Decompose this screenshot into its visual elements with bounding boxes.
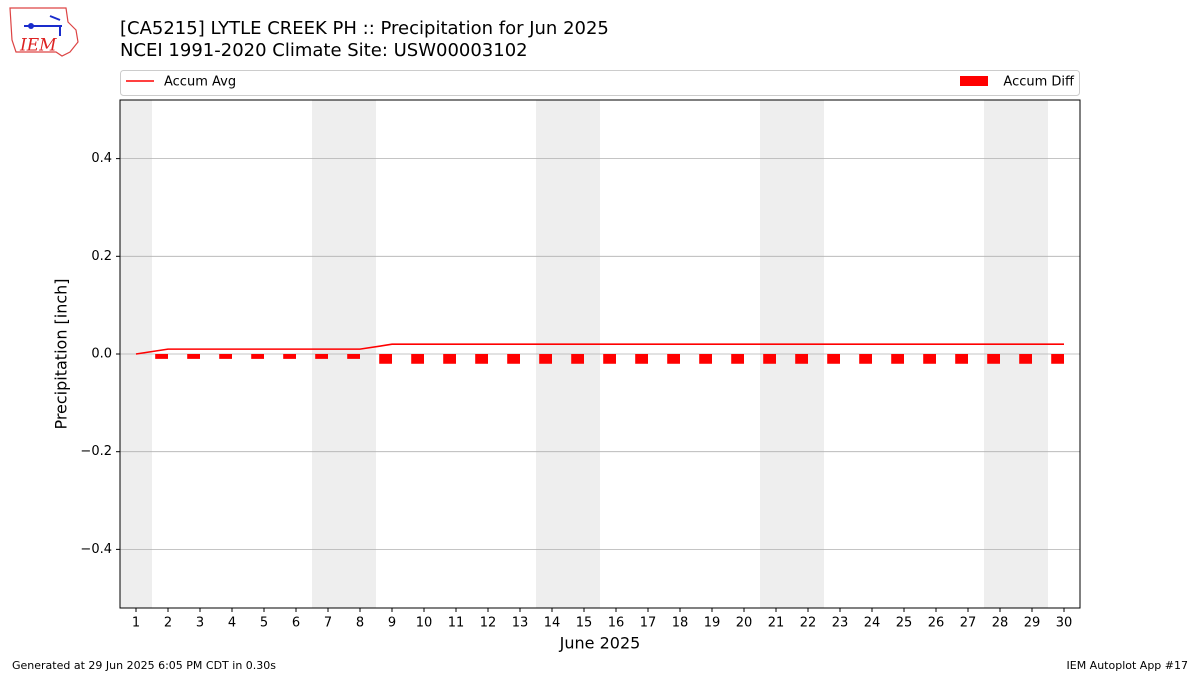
bar <box>955 354 968 364</box>
x-tick-label: 30 <box>1056 616 1073 631</box>
y-tick-label: 0.4 <box>91 151 112 166</box>
logo: IEM <box>9 7 79 57</box>
x-tick-label: 25 <box>896 616 913 631</box>
bar <box>827 354 840 364</box>
bar <box>667 354 680 364</box>
logo-text: IEM <box>19 36 57 56</box>
x-tick-label: 19 <box>704 616 721 631</box>
bar <box>251 354 264 359</box>
x-tick-label: 22 <box>800 616 817 631</box>
footer-right: IEM Autoplot App #17 <box>1067 659 1189 672</box>
x-tick-label: 26 <box>928 616 945 631</box>
y-tick-label: 0.2 <box>91 249 112 264</box>
bar <box>347 354 360 359</box>
x-tick-label: 2 <box>164 616 172 631</box>
x-tick-label: 13 <box>512 616 529 631</box>
x-tick-label: 5 <box>260 616 268 631</box>
bar <box>1051 354 1064 364</box>
y-axis-label: Precipitation [inch] <box>52 278 71 429</box>
x-tick-label: 23 <box>832 616 849 631</box>
x-tick-label: 1 <box>132 616 140 631</box>
bar <box>987 354 1000 364</box>
bar <box>571 354 584 364</box>
logo-outline <box>9 7 79 57</box>
footer-left: Generated at 29 Jun 2025 6:05 PM CDT in … <box>12 659 276 672</box>
bar <box>283 354 296 359</box>
x-tick-label: 10 <box>416 616 433 631</box>
line <box>135 343 1064 355</box>
bar <box>539 354 552 364</box>
bar <box>379 354 392 364</box>
bar <box>155 354 168 359</box>
legend-label: Accum Diff <box>1003 75 1075 90</box>
x-tick-label: 28 <box>992 616 1009 631</box>
bar <box>891 354 904 364</box>
bar <box>411 354 424 364</box>
x-tick-label: 8 <box>356 616 364 631</box>
bar <box>475 354 488 364</box>
y-tick-label: −0.4 <box>80 542 112 557</box>
x-tick-label: 29 <box>1024 616 1041 631</box>
bar <box>635 354 648 364</box>
y-tick-label: 0.0 <box>91 347 112 362</box>
x-tick-label: 15 <box>576 616 593 631</box>
bar <box>603 354 616 364</box>
chart-subtitle: NCEI 1991-2020 Climate Site: USW00003102 <box>120 40 528 61</box>
x-tick-label: 24 <box>864 616 881 631</box>
bar <box>795 354 808 364</box>
bar <box>443 354 456 364</box>
bar <box>731 354 744 364</box>
bar <box>315 354 328 359</box>
bar <box>923 354 936 364</box>
x-tick-label: 12 <box>480 616 497 631</box>
x-tick-label: 27 <box>960 616 977 631</box>
x-tick-label: 17 <box>640 616 657 631</box>
x-tick-label: 14 <box>544 616 561 631</box>
bar <box>699 354 712 364</box>
x-tick-label: 6 <box>292 616 300 631</box>
x-tick-label: 9 <box>388 616 396 631</box>
legend-swatch <box>960 76 988 86</box>
x-tick-label: 3 <box>196 616 204 631</box>
plot-frame <box>119 99 1081 609</box>
bar <box>859 354 872 364</box>
bar <box>187 354 200 359</box>
bar <box>219 354 232 359</box>
x-tick-label: 7 <box>324 616 332 631</box>
x-tick-label: 4 <box>228 616 236 631</box>
legend-box <box>120 70 1080 96</box>
x-tick-label: 11 <box>448 616 465 631</box>
chart-title: [CA5215] LYTLE CREEK PH :: Precipitation… <box>120 18 609 39</box>
x-tick-label: 18 <box>672 616 689 631</box>
x-tick-label: 21 <box>768 616 785 631</box>
bar <box>1019 354 1032 364</box>
bar <box>763 354 776 364</box>
x-axis-label: June 2025 <box>559 634 641 653</box>
y-tick-label: −0.2 <box>80 444 112 459</box>
x-tick-label: 16 <box>608 616 625 631</box>
legend-label: Accum Avg <box>164 75 236 90</box>
bar <box>507 354 520 364</box>
x-tick-label: 20 <box>736 616 753 631</box>
logo-dot <box>28 23 34 29</box>
